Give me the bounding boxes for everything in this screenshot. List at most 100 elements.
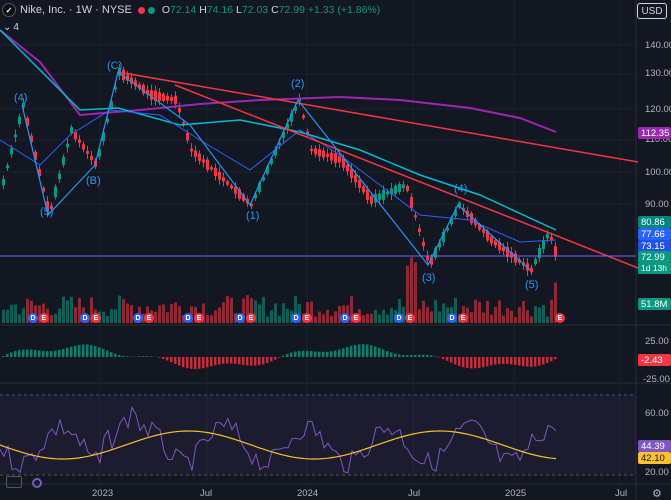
- macd-histogram-bar: [422, 355, 425, 357]
- volume-bar: [118, 295, 121, 323]
- macd-histogram-bar: [142, 356, 145, 357]
- time-label: 2025: [505, 488, 526, 499]
- earnings-marker[interactable]: E: [555, 313, 565, 323]
- macd-histogram-bar: [46, 351, 49, 357]
- candle-body: [482, 230, 485, 233]
- earnings-marker[interactable]: D: [235, 313, 245, 323]
- macd-histogram-bar: [170, 357, 173, 362]
- macd-histogram-bar: [266, 357, 269, 363]
- price-tick: 140.00: [645, 40, 671, 51]
- time-label: Jul: [200, 488, 212, 499]
- macd-histogram-bar: [26, 349, 29, 357]
- volume-bar: [530, 316, 533, 323]
- macd-histogram-bar: [494, 357, 497, 365]
- macd-histogram-bar: [138, 356, 141, 357]
- earnings-marker[interactable]: D: [133, 313, 143, 323]
- macd-histogram-bar: [126, 356, 129, 357]
- macd-histogram-bar: [474, 357, 477, 368]
- macd-histogram-bar: [366, 345, 369, 357]
- time-label: 2024: [297, 488, 318, 499]
- gear-icon[interactable]: ⚙: [652, 487, 662, 500]
- macd-histogram-bar: [146, 356, 149, 357]
- pane-collapse-button[interactable]: [6, 476, 22, 488]
- volume-bar: [262, 297, 265, 323]
- earnings-marker[interactable]: D: [183, 313, 193, 323]
- indicators-toggle[interactable]: ⌄ 4: [3, 22, 19, 33]
- time-label: Jul: [615, 488, 627, 499]
- candle-body: [186, 133, 189, 140]
- earnings-marker[interactable]: D: [394, 313, 404, 323]
- candle-body: [494, 240, 497, 245]
- earnings-marker[interactable]: E: [91, 313, 101, 323]
- volume-bar: [174, 302, 177, 323]
- volume-bar: [10, 305, 13, 323]
- macd-tick: 25.00: [645, 336, 669, 347]
- volume-bar: [550, 300, 553, 323]
- earnings-marker[interactable]: D: [447, 313, 457, 323]
- earnings-marker[interactable]: D: [291, 313, 301, 323]
- earnings-marker[interactable]: D: [28, 313, 38, 323]
- earnings-marker[interactable]: D: [340, 313, 350, 323]
- price-tick: 130.00: [645, 68, 671, 79]
- last-price-tag: 72.99: [638, 251, 671, 263]
- earnings-marker[interactable]: E: [405, 313, 415, 323]
- macd-histogram-bar: [442, 357, 445, 359]
- volume-bar: [158, 306, 161, 323]
- macd-histogram-bar: [6, 354, 9, 357]
- earnings-marker[interactable]: D: [80, 313, 90, 323]
- macd-histogram-bar: [38, 350, 41, 357]
- macd-histogram-bar: [206, 357, 209, 367]
- volume-bar: [166, 312, 169, 323]
- candle-body: [546, 234, 549, 238]
- volume-bar: [374, 310, 377, 323]
- wave-label: (C): [107, 60, 122, 72]
- candle-body: [346, 165, 349, 171]
- macd-histogram-bar: [214, 357, 217, 365]
- macd-histogram-bar: [358, 344, 361, 357]
- wave-label: (3): [422, 272, 435, 284]
- candle-body: [302, 115, 305, 118]
- volume-bar: [378, 315, 381, 323]
- volume-bar: [506, 308, 509, 323]
- macd-histogram-bar: [234, 357, 237, 364]
- earnings-marker[interactable]: E: [302, 313, 312, 323]
- wave-label: (4): [14, 92, 27, 104]
- earnings-marker[interactable]: E: [194, 313, 204, 323]
- macd-histogram-bar: [326, 352, 329, 357]
- macd-histogram-bar: [254, 357, 257, 366]
- earnings-marker[interactable]: E: [458, 313, 468, 323]
- earnings-marker[interactable]: E: [39, 313, 49, 323]
- volume-bar: [542, 305, 545, 323]
- symbol-title[interactable]: Nike, Inc. · 1W · NYSE: [20, 4, 132, 16]
- macd-histogram-bar: [310, 351, 313, 357]
- currency-button[interactable]: USD: [637, 3, 667, 19]
- volume-bar: [322, 314, 325, 323]
- price-tick: 100.00: [645, 167, 671, 178]
- macd-histogram-bar: [290, 353, 293, 357]
- time-label: 2023: [92, 488, 113, 499]
- candle-body: [310, 149, 313, 151]
- earnings-marker[interactable]: E: [144, 313, 154, 323]
- macd-histogram-bar: [386, 351, 389, 357]
- candle-body: [378, 193, 381, 200]
- candle-body: [354, 175, 357, 182]
- macd-histogram-bar: [398, 355, 401, 357]
- macd-histogram-bar: [134, 356, 137, 357]
- earnings-marker[interactable]: E: [246, 313, 256, 323]
- volume-bar: [70, 297, 73, 323]
- macd-histogram-bar: [298, 351, 301, 357]
- volume-bar: [362, 315, 365, 323]
- candle-body: [338, 156, 341, 162]
- macd-histogram-bar: [14, 351, 17, 357]
- macd-histogram-bar: [94, 346, 97, 357]
- status-dot-red: [138, 7, 145, 14]
- volume-bar: [486, 301, 489, 323]
- macd-histogram-bar: [198, 357, 201, 369]
- volume-bar: [154, 312, 157, 323]
- candle-body: [322, 151, 325, 158]
- chevron-down-icon: ⌄: [3, 22, 11, 33]
- rsi-indicator-icon[interactable]: [32, 478, 42, 488]
- macd-histogram-bar: [114, 354, 117, 357]
- earnings-marker[interactable]: E: [351, 313, 361, 323]
